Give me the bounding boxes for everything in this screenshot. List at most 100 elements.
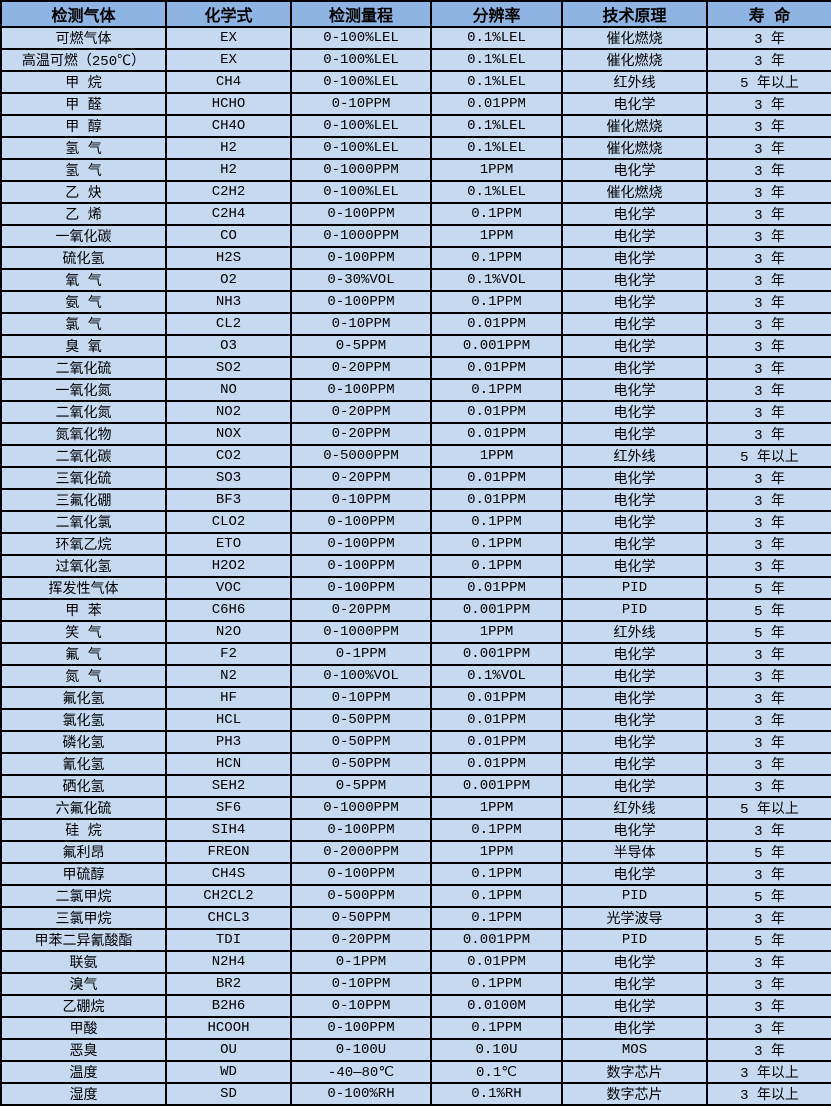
cell-technology_principle: 电化学 (561, 642, 708, 666)
cell-gas_name: 甲 醇 (0, 114, 167, 138)
cell-gas_name: 湿度 (0, 1082, 167, 1106)
cell-lifespan: 3 年 (706, 312, 831, 336)
cell-chemical_formula: CH4 (165, 70, 292, 94)
cell-lifespan: 3 年 (706, 224, 831, 248)
cell-detection_range: 0-100%LEL (290, 70, 432, 94)
cell-gas_name: 联氨 (0, 950, 167, 974)
cell-gas_name: 二氧化硫 (0, 356, 167, 380)
cell-technology_principle: 电化学 (561, 774, 708, 798)
cell-detection_range: 0-100%RH (290, 1082, 432, 1106)
cell-technology_principle: 催化燃烧 (561, 136, 708, 160)
cell-resolution: 0.1PPM (430, 1016, 563, 1040)
cell-resolution: 0.1%LEL (430, 114, 563, 138)
cell-lifespan: 3 年 (706, 202, 831, 226)
cell-resolution: 1PPM (430, 796, 563, 820)
cell-gas_name: 氢 气 (0, 158, 167, 182)
cell-technology_principle: 电化学 (561, 312, 708, 336)
cell-gas_name: 挥发性气体 (0, 576, 167, 600)
cell-technology_principle: 催化燃烧 (561, 114, 708, 138)
cell-chemical_formula: SO2 (165, 356, 292, 380)
cell-detection_range: 0-50PPM (290, 730, 432, 754)
cell-gas_name: 甲硫醇 (0, 862, 167, 886)
cell-chemical_formula: HCN (165, 752, 292, 776)
cell-gas_name: 氧 气 (0, 268, 167, 292)
table-row: 甲酸 HCOOH 0-100PPM 0.1PPM 电化学 3 年 (0, 1016, 831, 1040)
cell-technology_principle: PID (561, 598, 708, 622)
cell-detection_range: 0-1000PPM (290, 224, 432, 248)
table-row: 硒化氢 SEH2 0-5PPM 0.001PPM 电化学 3 年 (0, 774, 831, 798)
cell-technology_principle: 电化学 (561, 158, 708, 182)
cell-detection_range: 0-100PPM (290, 290, 432, 314)
table-row: 环氧乙烷 ETO 0-100PPM 0.1PPM 电化学 3 年 (0, 532, 831, 556)
cell-technology_principle: 电化学 (561, 422, 708, 446)
cell-chemical_formula: CH2CL2 (165, 884, 292, 908)
table-row: 六氟化硫 SF6 0-1000PPM 1PPM 红外线 5 年以上 (0, 796, 831, 820)
table-row: 甲 苯 C6H6 0-20PPM 0.001PPM PID 5 年 (0, 598, 831, 622)
cell-lifespan: 3 年 (706, 554, 831, 578)
table-row: 氮 气 N2 0-100%VOL 0.1%VOL 电化学 3 年 (0, 664, 831, 688)
cell-chemical_formula: BR2 (165, 972, 292, 996)
cell-resolution: 0.001PPM (430, 774, 563, 798)
table-row: 二氧化氯 CLO2 0-100PPM 0.1PPM 电化学 3 年 (0, 510, 831, 534)
table-row: 硅 烷 SIH4 0-100PPM 0.1PPM 电化学 3 年 (0, 818, 831, 842)
cell-lifespan: 3 年 (706, 136, 831, 160)
cell-lifespan: 5 年以上 (706, 70, 831, 94)
cell-chemical_formula: B2H6 (165, 994, 292, 1018)
cell-detection_range: 0-100PPM (290, 554, 432, 578)
cell-detection_range: 0-100PPM (290, 510, 432, 534)
cell-resolution: 0.01PPM (430, 488, 563, 512)
cell-lifespan: 3 年 (706, 752, 831, 776)
cell-lifespan: 3 年 (706, 972, 831, 996)
cell-gas_name: 甲 烷 (0, 70, 167, 94)
cell-gas_name: 硅 烷 (0, 818, 167, 842)
cell-detection_range: 0-500PPM (290, 884, 432, 908)
table-row: 二氯甲烷 CH2CL2 0-500PPM 0.1PPM PID 5 年 (0, 884, 831, 908)
cell-resolution: 0.1PPM (430, 532, 563, 556)
cell-detection_range: 0-100PPM (290, 576, 432, 600)
cell-gas_name: 过氧化氢 (0, 554, 167, 578)
cell-lifespan: 3 年 (706, 1038, 831, 1062)
cell-chemical_formula: N2O (165, 620, 292, 644)
cell-resolution: 0.1PPM (430, 906, 563, 930)
cell-resolution: 0.001PPM (430, 598, 563, 622)
table-row: 溴气 BR2 0-10PPM 0.1PPM 电化学 3 年 (0, 972, 831, 996)
cell-lifespan: 3 年 (706, 818, 831, 842)
cell-chemical_formula: NH3 (165, 290, 292, 314)
table-row: 乙 烯 C2H4 0-100PPM 0.1PPM 电化学 3 年 (0, 202, 831, 226)
cell-chemical_formula: SD (165, 1082, 292, 1106)
cell-lifespan: 3 年 (706, 356, 831, 380)
cell-gas_name: 硒化氢 (0, 774, 167, 798)
cell-resolution: 0.01PPM (430, 312, 563, 336)
cell-chemical_formula: O3 (165, 334, 292, 358)
cell-resolution: 0.1%LEL (430, 70, 563, 94)
cell-chemical_formula: H2 (165, 158, 292, 182)
table-body: 可燃气体 EX 0-100%LEL 0.1%LEL 催化燃烧 3 年高温可燃（250℃） E… (0, 26, 831, 1106)
cell-chemical_formula: F2 (165, 642, 292, 666)
cell-technology_principle: 半导体 (561, 840, 708, 864)
cell-gas_name: 溴气 (0, 972, 167, 996)
cell-technology_principle: 电化学 (561, 202, 708, 226)
cell-resolution: 0.01PPM (430, 576, 563, 600)
table-row: 甲 烷 CH4 0-100%LEL 0.1%LEL 红外线 5 年以上 (0, 70, 831, 94)
cell-lifespan: 3 年 (706, 906, 831, 930)
cell-chemical_formula: SF6 (165, 796, 292, 820)
cell-resolution: 0.1%LEL (430, 26, 563, 50)
cell-gas_name: 三氟化硼 (0, 488, 167, 512)
cell-technology_principle: 电化学 (561, 334, 708, 358)
cell-detection_range: 0-100%LEL (290, 48, 432, 72)
cell-detection_range: 0-5PPM (290, 334, 432, 358)
cell-resolution: 0.10U (430, 1038, 563, 1062)
cell-gas_name: 氯化氢 (0, 708, 167, 732)
cell-technology_principle: 电化学 (561, 532, 708, 556)
table-header-row: 检测气体 化学式 检测量程 分辨率 技术原理寿 命 (0, 0, 831, 28)
cell-resolution: 0.1%RH (430, 1082, 563, 1106)
cell-technology_principle: 催化燃烧 (561, 48, 708, 72)
cell-chemical_formula: OU (165, 1038, 292, 1062)
cell-detection_range: 0-10PPM (290, 972, 432, 996)
cell-gas_name: 温度 (0, 1060, 167, 1084)
cell-resolution: 0.01PPM (430, 466, 563, 490)
cell-detection_range: 0-1000PPM (290, 796, 432, 820)
cell-lifespan: 3 年 (706, 994, 831, 1018)
cell-resolution: 0.1%LEL (430, 48, 563, 72)
cell-detection_range: 0-100PPM (290, 818, 432, 842)
